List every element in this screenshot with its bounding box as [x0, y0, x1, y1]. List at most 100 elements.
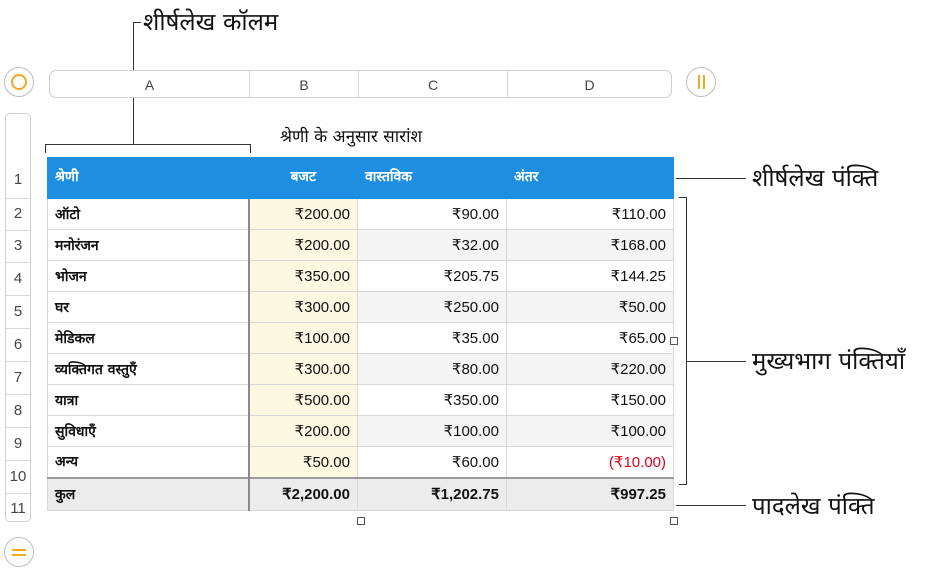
column-letter-c[interactable]: C — [427, 77, 439, 93]
table-title[interactable]: श्रेणी के अनुसार सारांश — [280, 127, 423, 147]
difference-cell[interactable]: ₹50.00 — [506, 291, 674, 323]
annotation-header-row: शीर्षलेख पंक्ति — [752, 164, 879, 192]
actual-cell[interactable]: ₹60.00 — [357, 446, 507, 478]
resize-handle-bottom[interactable] — [357, 517, 365, 525]
select-table-button[interactable] — [4, 67, 34, 97]
column-separator[interactable] — [249, 71, 250, 97]
column-letter-d[interactable]: D — [584, 77, 595, 93]
actual-cell[interactable]: ₹100.00 — [357, 415, 507, 447]
annotation-bracket-body-rows — [686, 197, 687, 485]
pause-icon — [697, 75, 705, 89]
budget-cell[interactable]: ₹200.00 — [248, 415, 358, 447]
table-row[interactable]: ऑटो ₹200.00 ₹90.00 ₹110.00 — [47, 198, 674, 230]
annotation-line-header-column-horizontal — [133, 22, 141, 23]
category-cell[interactable]: ऑटो — [47, 198, 250, 230]
circle-icon — [11, 74, 27, 90]
category-cell[interactable]: अन्य — [47, 446, 250, 478]
column-controls-button[interactable] — [686, 67, 716, 97]
annotation-body-rows: मुख्यभाग पंक्तियाँ — [752, 347, 906, 375]
row-number[interactable]: 7 — [13, 369, 23, 386]
difference-cell[interactable]: ₹168.00 — [506, 229, 674, 261]
row-number[interactable]: 5 — [13, 303, 23, 320]
table-row[interactable]: भोजन ₹350.00 ₹205.75 ₹144.25 — [47, 260, 674, 292]
difference-cell[interactable]: ₹150.00 — [506, 384, 674, 416]
row-separator — [6, 328, 30, 329]
header-cell-category[interactable]: श्रेणी — [47, 157, 250, 199]
row-number[interactable]: 10 — [9, 468, 27, 485]
column-separator[interactable] — [358, 71, 359, 97]
budget-cell[interactable]: ₹300.00 — [248, 353, 358, 385]
footer-cell-budget[interactable]: ₹2,200.00 — [248, 476, 358, 511]
difference-cell[interactable]: ₹65.00 — [506, 322, 674, 354]
budget-cell[interactable]: ₹100.00 — [248, 322, 358, 354]
row-controls-button[interactable] — [4, 537, 34, 567]
actual-cell[interactable]: ₹90.00 — [357, 198, 507, 230]
row-number[interactable]: 3 — [13, 237, 23, 254]
actual-cell[interactable]: ₹205.75 — [357, 260, 507, 292]
row-number[interactable]: 9 — [13, 435, 23, 452]
actual-cell[interactable]: ₹35.00 — [357, 322, 507, 354]
table-row[interactable]: अन्य ₹50.00 ₹60.00 (₹10.00) — [47, 446, 674, 478]
difference-cell[interactable]: ₹144.25 — [506, 260, 674, 292]
category-cell[interactable]: भोजन — [47, 260, 250, 292]
budget-cell[interactable]: ₹200.00 — [248, 198, 358, 230]
category-cell[interactable]: व्यक्तिगत वस्तुएँ — [47, 353, 250, 385]
actual-cell[interactable]: ₹250.00 — [357, 291, 507, 323]
difference-cell[interactable]: ₹110.00 — [506, 198, 674, 230]
actual-cell[interactable]: ₹350.00 — [357, 384, 507, 416]
table-row[interactable]: मनोरंजन ₹200.00 ₹32.00 ₹168.00 — [47, 229, 674, 261]
summary-table[interactable]: श्रेणी बजट वास्तविक अंतर ऑटो ₹200.00 ₹90… — [47, 157, 674, 511]
budget-cell[interactable]: ₹200.00 — [248, 229, 358, 261]
actual-cell[interactable]: ₹80.00 — [357, 353, 507, 385]
annotation-line-header-row — [676, 178, 746, 179]
table-row[interactable]: यात्रा ₹500.00 ₹350.00 ₹150.00 — [47, 384, 674, 416]
column-separator[interactable] — [507, 71, 508, 97]
row-separator — [6, 493, 30, 494]
header-cell-actual[interactable]: वास्तविक — [357, 157, 507, 199]
difference-cell-negative[interactable]: (₹10.00) — [506, 446, 674, 478]
footer-row[interactable]: कुल ₹2,200.00 ₹1,202.75 ₹997.25 — [47, 476, 674, 511]
row-separator — [6, 262, 30, 263]
table-row[interactable]: व्यक्तिगत वस्तुएँ ₹300.00 ₹80.00 ₹220.00 — [47, 353, 674, 385]
row-separator — [6, 295, 30, 296]
row-number[interactable]: 6 — [13, 336, 23, 353]
annotation-footer-row: पादलेख पंक्ति — [752, 492, 875, 520]
category-cell[interactable]: यात्रा — [47, 384, 250, 416]
category-cell[interactable]: घर — [47, 291, 250, 323]
difference-cell[interactable]: ₹220.00 — [506, 353, 674, 385]
header-cell-difference[interactable]: अंतर — [506, 157, 674, 199]
table-row[interactable]: सुविधाएँ ₹200.00 ₹100.00 ₹100.00 — [47, 415, 674, 447]
table-row[interactable]: मेडिकल ₹100.00 ₹35.00 ₹65.00 — [47, 322, 674, 354]
row-separator — [6, 198, 30, 199]
row-number[interactable]: 2 — [13, 205, 23, 222]
actual-cell[interactable]: ₹32.00 — [357, 229, 507, 261]
budget-cell[interactable]: ₹300.00 — [248, 291, 358, 323]
budget-cell[interactable]: ₹50.00 — [248, 446, 358, 478]
budget-cell[interactable]: ₹350.00 — [248, 260, 358, 292]
row-header-bar: 1 2 3 4 5 6 7 8 9 10 11 — [5, 113, 31, 522]
category-cell[interactable]: मेडिकल — [47, 322, 250, 354]
difference-cell[interactable]: ₹100.00 — [506, 415, 674, 447]
annotation-bracket-body-top-tick — [679, 197, 687, 198]
row-number[interactable]: 11 — [10, 500, 26, 517]
category-cell[interactable]: सुविधाएँ — [47, 415, 250, 447]
footer-cell-difference[interactable]: ₹997.25 — [506, 476, 674, 511]
row-number[interactable]: 1 — [13, 171, 23, 188]
row-separator — [6, 427, 30, 428]
header-cell-budget[interactable]: बजट — [248, 157, 358, 199]
column-letter-a[interactable]: A — [144, 77, 155, 93]
footer-cell-actual[interactable]: ₹1,202.75 — [357, 476, 507, 511]
column-header-bar: A B C D — [49, 70, 672, 98]
resize-handle-right[interactable] — [670, 337, 678, 345]
budget-cell[interactable]: ₹500.00 — [248, 384, 358, 416]
annotation-line-footer-row — [676, 505, 746, 506]
row-separator — [6, 460, 30, 461]
row-number[interactable]: 4 — [13, 270, 23, 287]
column-letter-b[interactable]: B — [299, 77, 309, 93]
category-cell[interactable]: मनोरंजन — [47, 229, 250, 261]
footer-cell-total[interactable]: कुल — [47, 476, 250, 511]
table-row[interactable]: घर ₹300.00 ₹250.00 ₹50.00 — [47, 291, 674, 323]
resize-handle-corner[interactable] — [670, 517, 678, 525]
row-number[interactable]: 8 — [13, 402, 23, 419]
header-row[interactable]: श्रेणी बजट वास्तविक अंतर — [47, 157, 674, 199]
